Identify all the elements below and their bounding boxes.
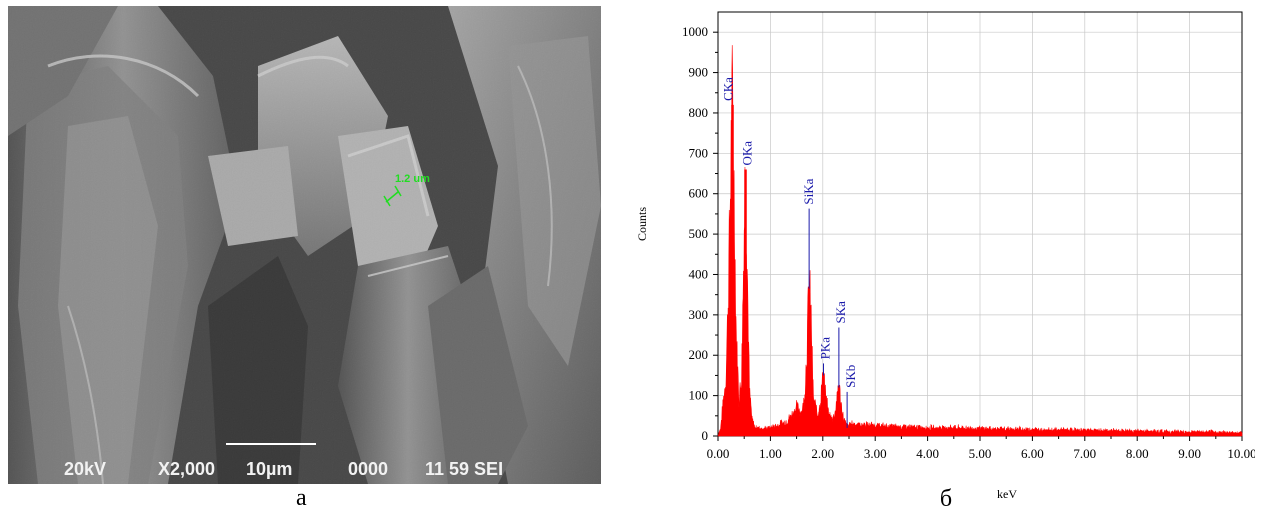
sem-detector: 11 59 SEI: [425, 459, 504, 479]
sem-image: 1.2 um: [8, 6, 601, 484]
y-tick-label: 300: [689, 307, 709, 322]
x-tick-label: 7.00: [1073, 446, 1096, 461]
x-tick-label: 9.00: [1178, 446, 1201, 461]
peak-label: PKa: [817, 337, 832, 360]
peak-label: SiKa: [801, 178, 816, 204]
chart-grid: [717, 12, 1243, 436]
x-tick-label: 2.00: [811, 446, 834, 461]
y-tick-label: 1000: [682, 24, 708, 39]
y-tick-label: 200: [689, 347, 709, 362]
sem-micrograph: 1.2 um 20kV X2,000 10µm 0000 11 59 SEI: [8, 6, 601, 484]
x-tick-label: 4.00: [916, 446, 939, 461]
eds-spectrum-chart: 0.00 1.00 2.00 3.00 4.00 5.00 6.00 7.00 8.00 9.00…: [635, 11, 1255, 510]
y-tick-label: 800: [689, 105, 709, 120]
peak-label: CKa: [721, 77, 736, 101]
spectrum-series: [717, 45, 1243, 437]
sem-code: 0000: [348, 459, 389, 479]
x-tick-label: 5.00: [969, 446, 992, 461]
y-tick-label: 700: [689, 145, 709, 160]
panel-a-letter: а: [296, 485, 307, 511]
y-axis-label: Counts: [635, 207, 649, 241]
y-tick-label: 600: [689, 186, 709, 201]
x-axis-label: keV: [997, 487, 1017, 501]
peak-label: SKa: [833, 301, 848, 324]
y-tick-label: 0: [702, 428, 709, 443]
x-tick-label: 1.00: [759, 446, 782, 461]
measurement-label: 1.2 um: [395, 173, 430, 185]
y-tick-label: 900: [689, 65, 709, 80]
sem-magnification: X2,000: [158, 459, 216, 479]
panel-b-letter: б: [940, 486, 952, 510]
chart-axes: 0.00 1.00 2.00 3.00 4.00 5.00 6.00 7.00 8.00 9.00…: [682, 11, 1255, 461]
x-tick-label: 3.00: [864, 446, 887, 461]
sem-scale-label: 10µm: [246, 459, 293, 479]
x-tick-label: 6.00: [1021, 446, 1044, 461]
peak-label: SKb: [843, 365, 858, 388]
y-tick-label: 400: [689, 266, 709, 281]
measurement-marker: [385, 191, 399, 203]
peak-label: OKa: [740, 141, 755, 166]
sem-voltage: 20kV: [64, 459, 107, 479]
y-tick-label: 100: [689, 388, 709, 403]
x-tick-label: 0.00: [707, 446, 730, 461]
x-tick-label: 8.00: [1126, 446, 1149, 461]
y-tick-label: 500: [689, 226, 709, 241]
x-tick-label: 10.00: [1227, 446, 1255, 461]
